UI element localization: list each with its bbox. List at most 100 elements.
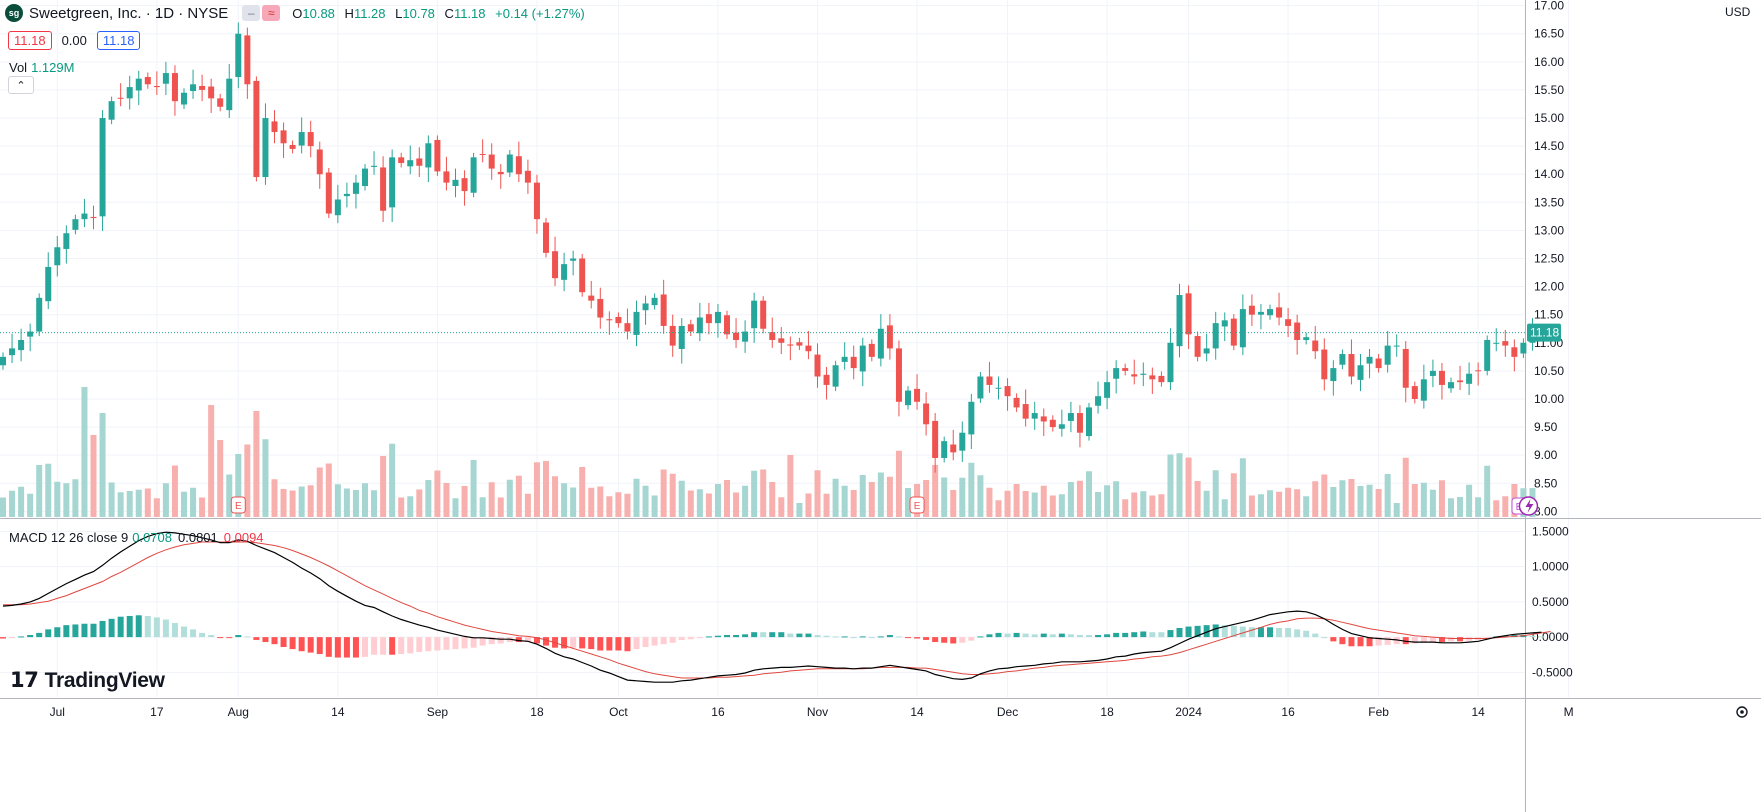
volume-bar: [823, 493, 830, 517]
candle: [923, 403, 930, 425]
volume-bar: [796, 503, 803, 517]
volume-bar: [380, 456, 387, 517]
ask-price[interactable]: 11.18: [96, 30, 141, 50]
ohlc-legend: O10.88 H11.28 L10.78 C11.18 +0.14 (+1.27…: [292, 5, 585, 21]
macd-hist-bar: [1348, 637, 1355, 647]
macd-hist-bar: [108, 618, 115, 638]
macd-hist-bar: [1176, 627, 1183, 638]
volume-bar: [1257, 494, 1264, 517]
candle: [1411, 386, 1418, 399]
macd-hist-bar: [27, 635, 34, 638]
macd-hist-bar: [1239, 626, 1246, 638]
candle: [579, 258, 586, 293]
volume-bar: [1022, 491, 1029, 517]
volume-bar: [1031, 492, 1038, 517]
candle: [742, 331, 749, 342]
price-tick-label: 11.50: [1534, 308, 1563, 322]
volume-bar: [724, 480, 730, 517]
candle: [117, 97, 124, 99]
macd-hist-bar: [1113, 632, 1120, 638]
volume-bar: [932, 465, 939, 517]
macd-legend: MACD 12 26 close 9 0.0708 0.0801 0.0094: [9, 530, 264, 545]
time-tick-label: M: [1564, 705, 1574, 719]
macd-hist-bar: [1022, 633, 1029, 638]
candle: [543, 222, 549, 253]
candle: [0, 356, 6, 366]
candle: [1158, 375, 1165, 383]
symbol-title[interactable]: Sweetgreen, Inc. · 1D · NYSE: [29, 4, 229, 22]
candle: [1221, 320, 1228, 327]
volume-bars: [0, 387, 1536, 517]
candle: [814, 354, 821, 377]
macd-hist-bar: [724, 635, 730, 638]
candle: [1212, 323, 1219, 349]
macd-hist-bar: [262, 637, 269, 643]
volume-bar: [298, 486, 305, 517]
compare-icon[interactable]: ≈: [262, 5, 281, 21]
volume-bar: [1384, 474, 1391, 517]
candle: [1294, 322, 1301, 340]
volume-bar: [850, 490, 857, 517]
volume-bar: [633, 478, 640, 517]
macd-hist-bar: [950, 637, 957, 644]
candle: [506, 154, 513, 173]
minus-icon[interactable]: –: [242, 5, 261, 21]
volume-bar: [1402, 457, 1409, 517]
volume-bar: [1158, 494, 1165, 517]
candle: [181, 92, 187, 105]
volume-bar: [1212, 470, 1219, 517]
macd-hist-bar: [823, 635, 830, 638]
macd-hist-bar: [135, 615, 142, 638]
macd-hist-bar: [977, 636, 984, 638]
macd-hist-bar: [1448, 637, 1454, 642]
time-tick-label: Jul: [50, 705, 65, 719]
candle: [642, 303, 649, 311]
candle: [651, 297, 658, 306]
candle: [1167, 342, 1174, 383]
macd-hist-bar: [117, 616, 124, 638]
macd-hist-bar: [687, 637, 694, 640]
candle: [298, 132, 305, 146]
candle: [1375, 358, 1382, 369]
macd-hist-bar: [714, 635, 721, 638]
volume-bar: [687, 490, 694, 517]
volume-bar: [1348, 479, 1355, 517]
bid-price[interactable]: 11.18: [8, 30, 52, 50]
candle: [805, 345, 812, 352]
time-tick-label: Dec: [997, 705, 1018, 719]
macd-hist-bar: [244, 636, 251, 638]
candle: [380, 167, 387, 211]
candle: [1022, 404, 1029, 419]
volume-bar: [1484, 465, 1491, 517]
macd-hist-bar: [1104, 634, 1111, 638]
candle: [588, 295, 595, 301]
macd-hist-bar: [805, 633, 812, 638]
candle: [271, 121, 278, 133]
candle: [334, 199, 341, 216]
candle: [63, 233, 70, 249]
volume-bar: [1167, 454, 1174, 517]
volume-bar: [181, 491, 187, 517]
macd-hist-bar: [1076, 635, 1083, 638]
macd-hist-bar: [1366, 637, 1373, 647]
candle: [1303, 337, 1310, 340]
collapse-legend-button[interactable]: ⌃: [8, 76, 34, 94]
spread-value: 0.00: [61, 32, 87, 48]
volume-bar: [1375, 489, 1382, 517]
volume-bar: [1493, 500, 1500, 517]
price-tick-label: 9.50: [1534, 420, 1558, 434]
candle: [199, 85, 206, 90]
candle: [905, 390, 911, 406]
volume-bar: [524, 493, 531, 517]
volume-bar: [289, 490, 296, 517]
volume-bar: [217, 440, 224, 517]
volume-bar: [696, 489, 703, 517]
volume-bar: [190, 487, 197, 517]
candle: [108, 101, 115, 120]
candles: [0, 22, 1536, 473]
candle: [1067, 413, 1074, 421]
macd-hist-bar: [1375, 637, 1382, 646]
volume-bar: [977, 475, 984, 517]
macd-tick-label: 0.0000: [1532, 630, 1569, 644]
